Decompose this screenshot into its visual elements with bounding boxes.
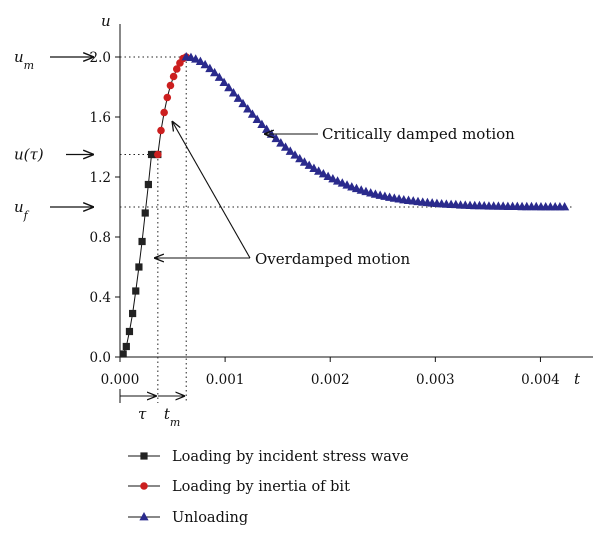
- y-tick-label: 1.6: [90, 110, 111, 126]
- data-point-circle: [160, 108, 168, 117]
- x-tick-label: 0.002: [311, 372, 350, 388]
- data-point-square: [138, 237, 146, 246]
- data-point-circle: [157, 126, 165, 135]
- overdamped-arrow-2: [172, 121, 251, 259]
- data-point-triangle: [252, 114, 262, 124]
- data-point-triangle: [290, 150, 300, 159]
- y-marker-label: u(τ): [14, 146, 44, 164]
- data-point-triangle: [280, 142, 291, 151]
- data-point-square: [122, 342, 130, 351]
- tau-label: τ: [138, 405, 147, 423]
- data-point-triangle: [271, 133, 281, 143]
- y-axis-label: u: [101, 12, 111, 30]
- legend: Loading by incident stress wave Loading b…: [128, 449, 409, 526]
- legend-label: Unloading: [172, 510, 248, 526]
- data-point-triangle: [247, 109, 258, 118]
- data-point-triangle: [323, 171, 333, 180]
- legend-marker-square: [140, 452, 148, 460]
- data-point-circle: [172, 65, 181, 73]
- data-point-triangle: [214, 72, 224, 81]
- data-point-square: [132, 287, 140, 295]
- y-tick-label: 2.0: [90, 50, 111, 66]
- x-tick-label: 0.001: [206, 372, 245, 388]
- x-tick-label: 0.004: [521, 372, 560, 388]
- data-point-triangle: [257, 119, 267, 129]
- data-point-circle: [166, 81, 175, 90]
- data-point-square: [119, 350, 127, 358]
- data-point-circle: [169, 72, 178, 81]
- data-point-triangle: [332, 176, 343, 185]
- x-axis-label: t: [574, 370, 581, 388]
- plot-area: 0.0 0.4 0.8 1.2 1.6 2.0 0.000 0.001 0.002 0.003 0.…: [14, 12, 593, 429]
- y-marker-label: um: [14, 48, 34, 72]
- y-tick-label: 0.0: [90, 350, 111, 366]
- data-point-square: [144, 180, 152, 189]
- data-point-triangle: [238, 98, 248, 108]
- data-point-square: [129, 309, 137, 318]
- data-point-circle: [163, 93, 172, 102]
- data-point-triangle: [228, 88, 239, 97]
- data-point-triangle: [314, 166, 324, 175]
- x-tick-label: 0.003: [416, 372, 455, 388]
- data-point-triangle: [295, 153, 305, 163]
- data-point-triangle: [276, 138, 286, 147]
- data-point-triangle: [299, 157, 310, 166]
- data-point-triangle: [243, 104, 253, 113]
- data-point-triangle: [304, 160, 314, 169]
- data-point-triangle: [210, 67, 220, 77]
- data-point-triangle: [233, 93, 243, 102]
- legend-label: Loading by incident stress wave: [172, 449, 409, 465]
- legend-marker-circle: [140, 482, 148, 490]
- legend-label: Loading by inertia of bit: [172, 479, 350, 495]
- overdamped-annotation: Overdamped motion: [255, 250, 411, 268]
- data-point-triangle: [205, 63, 215, 73]
- data-point-triangle: [200, 59, 210, 69]
- data-point-triangle: [191, 54, 201, 63]
- data-point-triangle: [328, 174, 338, 183]
- data-point-triangle: [309, 163, 319, 172]
- series-line: [157, 56, 187, 155]
- data-point-circle: [154, 150, 162, 159]
- critically-damped-annotation: Critically damped motion: [322, 125, 515, 143]
- data-point-triangle: [285, 146, 295, 155]
- y-tick-label: 1.2: [90, 170, 111, 186]
- data-point-square: [141, 209, 149, 217]
- data-point-triangle: [195, 56, 206, 66]
- data-point-triangle: [318, 168, 328, 178]
- y-marker-label: uf: [14, 198, 30, 222]
- series-line: [122, 154, 158, 355]
- data-point-triangle: [337, 178, 347, 187]
- tm-label: tm: [164, 405, 180, 429]
- y-tick-label: 0.8: [90, 230, 111, 246]
- data-point-triangle: [560, 202, 570, 211]
- data-point-triangle: [219, 77, 229, 86]
- data-point-triangle: [224, 82, 234, 92]
- legend-marker-triangle: [139, 512, 149, 521]
- x-tick-label: 0.000: [101, 372, 140, 388]
- data-point-square: [135, 263, 143, 271]
- y-tick-label: 0.4: [90, 290, 111, 306]
- data-point-square: [125, 327, 134, 336]
